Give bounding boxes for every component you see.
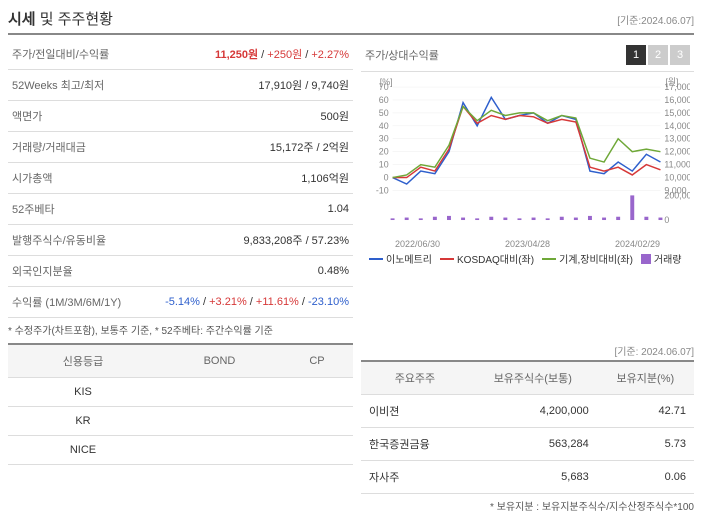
page-header: 시세 및 주주현황 [기준:2024.06.07] bbox=[8, 8, 694, 35]
row-value: 9,833,208주 / 57.23% bbox=[139, 225, 353, 256]
svg-text:14,000: 14,000 bbox=[664, 121, 690, 131]
legend-item: 거래량 bbox=[641, 251, 682, 266]
row-label: 시가총액 bbox=[8, 163, 139, 194]
svg-text:16,000: 16,000 bbox=[664, 95, 690, 105]
row-value: 17,910원 / 9,740원 bbox=[139, 70, 353, 101]
x-axis-label: 2023/04/28 bbox=[505, 239, 550, 249]
row-value: 500원 bbox=[139, 101, 353, 132]
chart-tab-1[interactable]: 1 bbox=[626, 45, 646, 65]
svg-text:11,000: 11,000 bbox=[664, 160, 690, 170]
row-value: -5.14% / +3.21% / +11.61% / -23.10% bbox=[139, 287, 353, 318]
price-summary-table: 주가/전일대비/수익률11,250원 / +250원 / +2.27%52Wee… bbox=[8, 39, 353, 318]
rating-header: 신용등급 bbox=[8, 344, 158, 378]
row-value: 1.04 bbox=[139, 194, 353, 225]
svg-text:10: 10 bbox=[379, 160, 389, 170]
chart-tab-2[interactable]: 2 bbox=[648, 45, 668, 65]
x-axis-label: 2024/02/29 bbox=[615, 239, 660, 249]
rating-header: BOND bbox=[158, 344, 281, 378]
rating-row: KIS bbox=[8, 378, 353, 407]
row-label: 52Weeks 최고/최저 bbox=[8, 70, 139, 101]
price-row: 거래량/거래대금15,172주 / 2억원 bbox=[8, 132, 353, 163]
chart-title: 주가/상대수익률 bbox=[365, 47, 439, 63]
price-row: 발행주식수/유동비율9,833,208주 / 57.23% bbox=[8, 225, 353, 256]
svg-text:30: 30 bbox=[379, 134, 389, 144]
row-label: 52주베타 bbox=[8, 194, 139, 225]
row-value: 15,172주 / 2억원 bbox=[139, 132, 353, 163]
svg-text:13,000: 13,000 bbox=[664, 134, 690, 144]
holder-header: 보유지분(%) bbox=[597, 361, 694, 395]
x-axis-label: 2022/06/30 bbox=[395, 239, 440, 249]
holder-header: 주요주주 bbox=[361, 361, 469, 395]
row-label: 주가/전일대비/수익률 bbox=[8, 39, 139, 70]
price-row: 외국인지분율0.48% bbox=[8, 256, 353, 287]
svg-text:70: 70 bbox=[379, 82, 389, 92]
holder-row: 이비젼4,200,00042.71 bbox=[361, 395, 694, 428]
legend-item: 이노메트리 bbox=[369, 251, 432, 266]
holder-row: 자사주5,6830.06 bbox=[361, 461, 694, 494]
svg-text:60: 60 bbox=[379, 95, 389, 105]
svg-text:12,000: 12,000 bbox=[664, 147, 690, 157]
chart-tabs: 123 bbox=[626, 45, 690, 65]
price-row: 52주베타1.04 bbox=[8, 194, 353, 225]
row-label: 거래량/거래대금 bbox=[8, 132, 139, 163]
credit-rating-table: 신용등급BONDCP KISKRNICE bbox=[8, 343, 353, 465]
svg-text:0: 0 bbox=[664, 215, 669, 225]
svg-text:-10: -10 bbox=[376, 185, 389, 195]
svg-text:10,000: 10,000 bbox=[664, 172, 690, 182]
rating-row: NICE bbox=[8, 436, 353, 465]
row-label: 발행주식수/유동비율 bbox=[8, 225, 139, 256]
row-value: 0.48% bbox=[139, 256, 353, 287]
price-row: 52Weeks 최고/최저17,910원 / 9,740원 bbox=[8, 70, 353, 101]
chart-header: 주가/상대수익률 123 bbox=[361, 39, 694, 72]
row-label: 액면가 bbox=[8, 101, 139, 132]
price-row: 수익률 (1M/3M/6M/1Y)-5.14% / +3.21% / +11.6… bbox=[8, 287, 353, 318]
holder-date: [기준: 2024.06.07] bbox=[361, 343, 694, 358]
svg-text:17,000: 17,000 bbox=[664, 82, 690, 92]
price-row: 액면가500원 bbox=[8, 101, 353, 132]
row-value: 1,106억원 bbox=[139, 163, 353, 194]
svg-text:15,000: 15,000 bbox=[664, 108, 690, 118]
row-label: 외국인지분율 bbox=[8, 256, 139, 287]
row-value: 11,250원 / +250원 / +2.27% bbox=[139, 39, 353, 70]
legend-item: 기계,장비대비(좌) bbox=[542, 251, 633, 266]
price-footnote: * 수정주가(차트포함), 보통주 기준, * 52주베타: 주간수익률 기준 bbox=[8, 322, 353, 337]
svg-text:200,000: 200,000 bbox=[664, 190, 690, 200]
svg-text:0: 0 bbox=[384, 172, 389, 182]
svg-text:50: 50 bbox=[379, 108, 389, 118]
page-title: 시세 및 주주현황 bbox=[8, 8, 113, 29]
svg-text:40: 40 bbox=[379, 121, 389, 131]
shareholder-table: 주요주주보유주식수(보통)보유지분(%) 이비젼4,200,00042.71한국… bbox=[361, 360, 694, 494]
holder-header: 보유주식수(보통) bbox=[469, 361, 597, 395]
price-row: 주가/전일대비/수익률11,250원 / +250원 / +2.27% bbox=[8, 39, 353, 70]
holder-footnote: * 보유지분 : 보유지분주식수/지수산정주식수*100 bbox=[361, 498, 694, 513]
price-chart: [%][원]-100102030405060709,00010,00011,00… bbox=[361, 72, 694, 282]
svg-text:20: 20 bbox=[379, 147, 389, 157]
holder-row: 한국증권금융563,2845.73 bbox=[361, 428, 694, 461]
price-row: 시가총액1,106억원 bbox=[8, 163, 353, 194]
legend-item: KOSDAQ대비(좌) bbox=[440, 251, 534, 266]
header-date: [기준:2024.06.07] bbox=[617, 12, 694, 27]
rating-header: CP bbox=[281, 344, 353, 378]
chart-tab-3[interactable]: 3 bbox=[670, 45, 690, 65]
row-label: 수익률 (1M/3M/6M/1Y) bbox=[8, 287, 139, 318]
rating-row: KR bbox=[8, 407, 353, 436]
